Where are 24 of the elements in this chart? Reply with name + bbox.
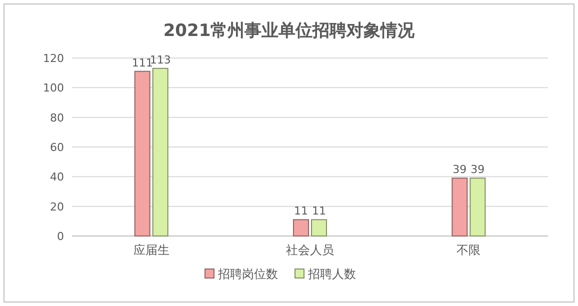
data-label: 11 <box>294 204 308 218</box>
bar <box>134 70 150 236</box>
bar <box>311 219 327 236</box>
data-label: 39 <box>470 163 485 176</box>
data-label: 111 <box>132 56 153 70</box>
bar <box>470 178 486 236</box>
bar <box>293 219 309 236</box>
y-tick-label: 60 <box>50 141 64 154</box>
x-tick-label: 不限 <box>456 243 481 257</box>
data-label: 11 <box>312 204 326 218</box>
y-tick-label: 100 <box>43 82 64 95</box>
y-tick-label: 120 <box>43 52 64 65</box>
x-tick-label: 应届生 <box>133 243 170 257</box>
legend-label: 招聘岗位数 <box>217 267 278 281</box>
bar <box>452 178 468 236</box>
x-tick-label: 社会人员 <box>286 243 334 257</box>
y-tick-label: 0 <box>57 230 64 243</box>
y-tick-label: 80 <box>50 111 64 124</box>
chart-title: 2021常州事业单位招聘对象情况 <box>163 21 416 41</box>
y-tick-label: 40 <box>50 170 64 184</box>
legend-label: 招聘人数 <box>307 267 356 281</box>
bar <box>152 68 168 236</box>
data-label: 39 <box>452 163 467 176</box>
y-tick-label: 20 <box>50 200 64 214</box>
